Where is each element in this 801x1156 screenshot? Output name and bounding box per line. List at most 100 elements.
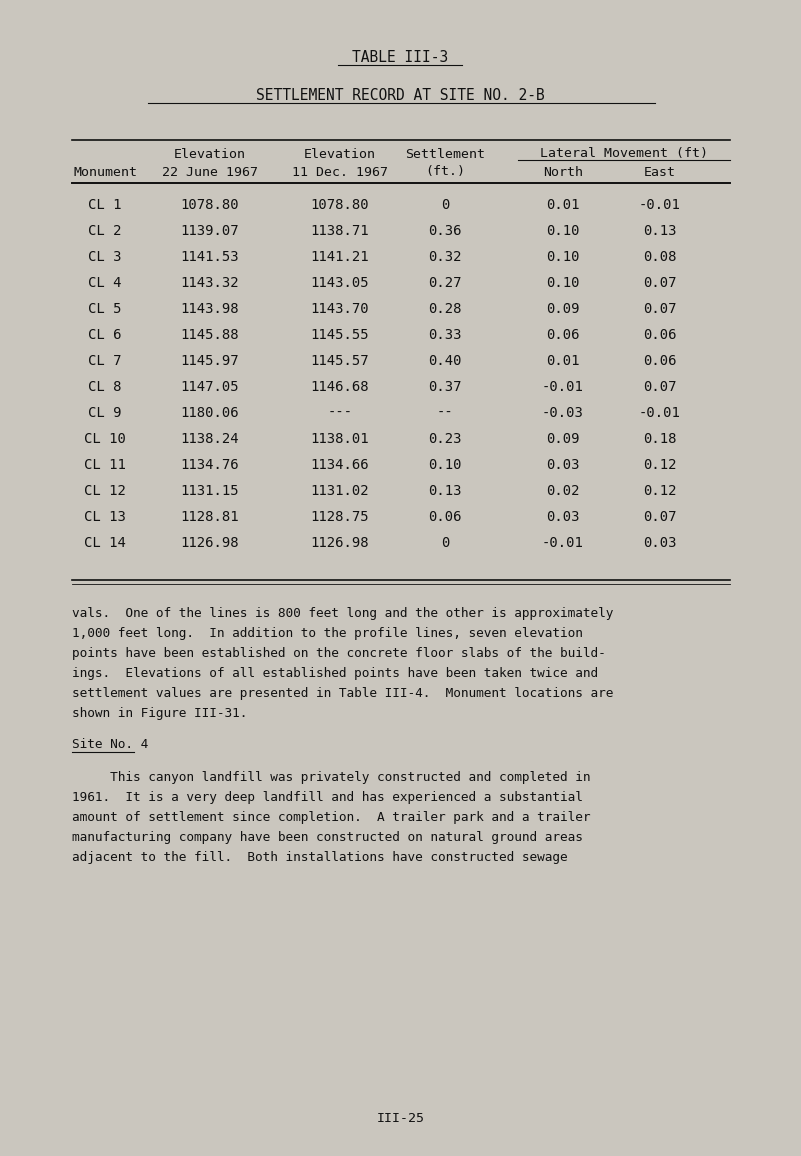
Text: 0.09: 0.09 [546,302,580,316]
Text: 1128.75: 1128.75 [311,510,369,524]
Text: 1078.80: 1078.80 [311,198,369,212]
Text: 1145.55: 1145.55 [311,328,369,342]
Text: 1143.05: 1143.05 [311,276,369,290]
Text: CL 13: CL 13 [84,510,126,524]
Text: 1143.98: 1143.98 [181,302,239,316]
Text: 0.08: 0.08 [643,250,677,264]
Text: 1138.01: 1138.01 [311,432,369,446]
Text: CL 2: CL 2 [88,224,122,238]
Text: 0.06: 0.06 [643,354,677,368]
Text: Site No. 4: Site No. 4 [72,739,148,751]
Text: 1126.98: 1126.98 [311,536,369,550]
Text: -0.01: -0.01 [542,380,584,394]
Text: CL 4: CL 4 [88,276,122,290]
Text: CL 14: CL 14 [84,536,126,550]
Text: 1141.53: 1141.53 [181,250,239,264]
Text: manufacturing company have been constructed on natural ground areas: manufacturing company have been construc… [72,831,583,845]
Text: 0: 0 [441,198,449,212]
Text: Lateral Movement (ft): Lateral Movement (ft) [540,148,708,161]
Text: Elevation: Elevation [304,148,376,161]
Text: 1128.81: 1128.81 [181,510,239,524]
Text: 0.07: 0.07 [643,380,677,394]
Text: shown in Figure III-31.: shown in Figure III-31. [72,707,248,720]
Text: -0.01: -0.01 [542,536,584,550]
Text: 1138.71: 1138.71 [311,224,369,238]
Text: 0.10: 0.10 [546,224,580,238]
Text: 1961.  It is a very deep landfill and has experienced a substantial: 1961. It is a very deep landfill and has… [72,792,583,805]
Text: CL 7: CL 7 [88,354,122,368]
Text: 1138.24: 1138.24 [181,432,239,446]
Text: 0.07: 0.07 [643,510,677,524]
Text: 0.40: 0.40 [429,354,461,368]
Text: CL 9: CL 9 [88,406,122,420]
Text: CL 3: CL 3 [88,250,122,264]
Text: amount of settlement since completion.  A trailer park and a trailer: amount of settlement since completion. A… [72,812,590,824]
Text: 0.03: 0.03 [546,458,580,472]
Text: 0.07: 0.07 [643,302,677,316]
Text: 11 Dec. 1967: 11 Dec. 1967 [292,165,388,178]
Text: 0.18: 0.18 [643,432,677,446]
Text: 0.02: 0.02 [546,484,580,498]
Text: Settlement: Settlement [405,148,485,161]
Text: 0.12: 0.12 [643,458,677,472]
Text: SETTLEMENT RECORD AT SITE NO. 2-B: SETTLEMENT RECORD AT SITE NO. 2-B [256,89,545,104]
Text: East: East [644,165,676,178]
Text: -0.01: -0.01 [639,198,681,212]
Text: North: North [543,165,583,178]
Text: 0.13: 0.13 [429,484,461,498]
Text: 1143.32: 1143.32 [181,276,239,290]
Text: 1139.07: 1139.07 [181,224,239,238]
Text: 0.13: 0.13 [643,224,677,238]
Text: -0.01: -0.01 [639,406,681,420]
Text: 1143.70: 1143.70 [311,302,369,316]
Text: CL 11: CL 11 [84,458,126,472]
Text: 0.01: 0.01 [546,354,580,368]
Text: CL 1: CL 1 [88,198,122,212]
Text: This canyon landfill was privately constructed and completed in: This canyon landfill was privately const… [72,771,590,785]
Text: CL 5: CL 5 [88,302,122,316]
Text: adjacent to the fill.  Both installations have constructed sewage: adjacent to the fill. Both installations… [72,852,568,865]
Text: III-25: III-25 [376,1112,425,1125]
Text: TABLE III-3: TABLE III-3 [352,51,449,66]
Text: vals.  One of the lines is 800 feet long and the other is approximately: vals. One of the lines is 800 feet long … [72,608,614,621]
Text: Monument: Monument [73,165,137,178]
Text: 0.27: 0.27 [429,276,461,290]
Text: 0.06: 0.06 [546,328,580,342]
Text: 0.28: 0.28 [429,302,461,316]
Text: (ft.): (ft.) [425,165,465,178]
Text: 0.33: 0.33 [429,328,461,342]
Text: 1145.88: 1145.88 [181,328,239,342]
Text: points have been established on the concrete floor slabs of the build-: points have been established on the conc… [72,647,606,660]
Text: 1126.98: 1126.98 [181,536,239,550]
Text: 1134.76: 1134.76 [181,458,239,472]
Text: 1145.57: 1145.57 [311,354,369,368]
Text: 1078.80: 1078.80 [181,198,239,212]
Text: 1,000 feet long.  In addition to the profile lines, seven elevation: 1,000 feet long. In addition to the prof… [72,628,583,640]
Text: 1145.97: 1145.97 [181,354,239,368]
Text: 0.10: 0.10 [429,458,461,472]
Text: 0.07: 0.07 [643,276,677,290]
Text: --: -- [437,406,453,420]
Text: -0.03: -0.03 [542,406,584,420]
Text: CL 6: CL 6 [88,328,122,342]
Text: 0.03: 0.03 [643,536,677,550]
Text: 1146.68: 1146.68 [311,380,369,394]
Text: 0.01: 0.01 [546,198,580,212]
Text: 0.06: 0.06 [643,328,677,342]
Text: 0.37: 0.37 [429,380,461,394]
Text: CL 8: CL 8 [88,380,122,394]
Text: 1180.06: 1180.06 [181,406,239,420]
Text: 0.03: 0.03 [546,510,580,524]
Text: 1147.05: 1147.05 [181,380,239,394]
Text: 1141.21: 1141.21 [311,250,369,264]
Text: 0.12: 0.12 [643,484,677,498]
Text: 0.06: 0.06 [429,510,461,524]
Text: settlement values are presented in Table III-4.  Monument locations are: settlement values are presented in Table… [72,688,614,701]
Text: CL 10: CL 10 [84,432,126,446]
Text: 0.36: 0.36 [429,224,461,238]
Text: CL 12: CL 12 [84,484,126,498]
Text: 0.10: 0.10 [546,250,580,264]
Text: 1134.66: 1134.66 [311,458,369,472]
Text: 0.10: 0.10 [546,276,580,290]
Text: 0.09: 0.09 [546,432,580,446]
